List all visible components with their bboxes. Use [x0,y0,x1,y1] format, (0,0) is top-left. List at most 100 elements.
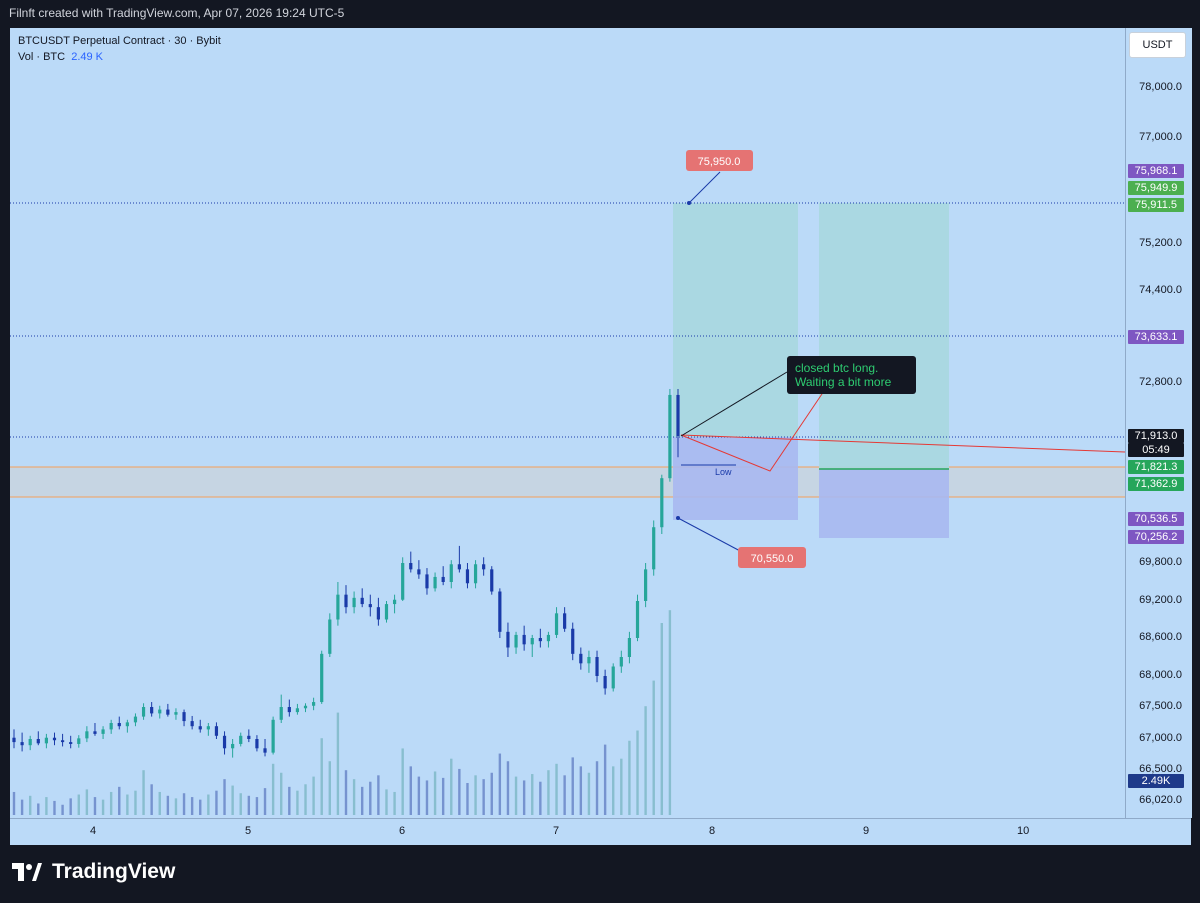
candle-body [174,712,178,715]
symbol-title[interactable]: BTCUSDT Perpetual Contract · 30 · Bybit [18,35,221,47]
volume-bar [369,781,372,815]
candle-body [635,601,640,638]
candle-body [392,599,397,605]
trend-line [680,434,1125,453]
volume-bar [328,761,332,815]
price-axis-label: 77,000.0 [1139,131,1182,143]
volume-bar [280,772,283,815]
candle-body [60,740,65,743]
tradingview-logo[interactable]: TradingView [12,860,175,884]
volume-bar [466,783,469,815]
volume-bar [409,766,412,815]
footer [0,845,1200,903]
candle-body [376,607,380,620]
volume-bar [385,789,388,815]
volume-bar [247,795,251,815]
low-marker-label: Low [715,467,732,477]
volume-bar [417,776,421,815]
volume-bar [498,753,502,815]
tradingview-logo-icon [12,863,42,881]
candle-body [563,613,567,629]
volume-bar [539,781,542,815]
candle-body [660,478,664,528]
volume-bar [393,791,396,815]
candle-body [150,707,154,714]
volume-bar [636,730,639,815]
price-chart[interactable]: Low 75,950.0 70,550.0 closed btc long.Waiti… [10,28,1125,818]
candle-body [117,723,121,727]
candle-body [125,722,129,727]
candle-body [85,731,89,739]
volume-bar [109,791,113,815]
volume-bar [668,610,672,815]
candle-body [198,726,202,730]
price-axis-label: 75,200.0 [1139,237,1182,249]
volume-bar [271,763,275,815]
vol-value: 2.49 K [71,51,104,63]
candle-body [449,564,453,582]
stop-anchor [676,516,680,520]
candle-body [52,737,57,741]
volume-bar [620,758,623,815]
candle-body [546,634,551,642]
time-axis[interactable] [10,818,1191,845]
stop-badge-text: 70,550.0 [751,553,794,565]
long-target-zone [673,203,798,437]
volume-bars [12,610,672,815]
long-stop-zone [673,437,798,520]
price-axis[interactable] [1125,28,1192,818]
price-axis-label: 74,400.0 [1139,284,1182,296]
candle-body [627,638,632,657]
candle-body [611,666,615,689]
candle-body [433,576,437,589]
volume-bar [320,738,323,815]
volume-bar [344,770,348,815]
volume-bar [336,712,340,815]
time-axis-label: 9 [863,825,870,837]
volume-bar [579,766,583,815]
volume-bar [69,798,72,815]
candle-body [239,735,243,744]
volume-bar [360,786,364,815]
volume-bar [482,779,485,815]
candle-body [401,563,405,600]
volume-bar [555,763,558,815]
volume-bar [85,789,89,815]
candle-body [166,709,170,715]
candle-body [473,564,478,584]
candle-body [247,735,251,739]
chart-pane[interactable]: Low 75,950.0 70,550.0 closed btc long. Waiti… [10,28,1125,818]
price-tag: 73,633.1 [1128,330,1184,344]
candle-body [141,707,146,717]
candle-body [676,394,680,436]
candle-body [295,708,300,713]
volume-bar [490,772,493,815]
candle-body [36,739,40,744]
volume-bar [150,784,153,815]
volume-bar [20,799,24,815]
volume-bar [207,794,210,815]
price-tag: 70,536.5 [1128,512,1184,526]
volume-bar [142,770,145,815]
volume-bar [304,784,307,815]
candle-body [28,739,32,746]
volume-bar [603,744,607,815]
price-tag: 75,911.5 [1128,198,1184,212]
volume-bar [288,786,291,815]
note-line-2: Waiting a bit more [795,375,892,389]
volume-bar [134,790,137,815]
candle-body [182,712,186,722]
volume-bar [61,804,64,815]
drawing-overlays[interactable]: Low 75,950.0 70,550.0 closed btc long.Waiti… [676,150,1125,568]
volume-bar [231,785,234,815]
volume-bar [450,758,453,815]
volume-bar [190,797,194,815]
candle-body [506,631,510,648]
stop-badge [738,547,806,568]
candle-body [368,604,372,608]
time-axis-label: 4 [90,825,97,837]
candle-body [336,594,340,620]
price-tag: 71,821.3 [1128,460,1184,474]
volume-bar [514,776,518,815]
currency-button[interactable]: USDT [1129,32,1186,58]
